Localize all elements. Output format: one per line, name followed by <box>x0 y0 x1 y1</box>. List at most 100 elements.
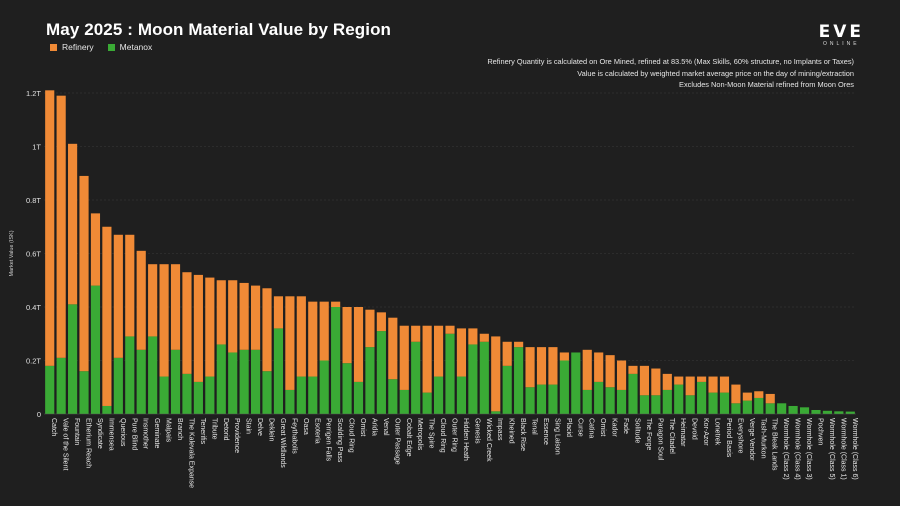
bar-metanox <box>754 397 764 414</box>
x-tick-label: Omist <box>359 418 366 436</box>
bar-metanox <box>697 381 707 414</box>
x-tick-label: Oasa <box>302 418 309 435</box>
bar-refinery <box>125 234 135 337</box>
note-value-calc: Value is calculated by weighted market a… <box>577 68 854 78</box>
bar-metanox <box>308 376 318 414</box>
y-tick-label: 0.2T <box>26 357 41 366</box>
bar-refinery <box>136 250 146 350</box>
bar-refinery <box>685 376 695 396</box>
bar-refinery <box>262 288 272 372</box>
bar-refinery <box>296 296 306 377</box>
bar-metanox <box>536 384 547 414</box>
x-tick-label: Insmother <box>142 418 149 450</box>
x-tick-label: Tash-Murkon <box>759 418 766 459</box>
bar-refinery <box>68 143 78 305</box>
bar-metanox <box>251 349 261 414</box>
x-tick-label: Esoteria <box>313 418 320 444</box>
bar-metanox <box>445 333 455 414</box>
x-tick-label: Etherium Reach <box>85 418 92 468</box>
x-tick-label: Scalding Pass <box>336 418 343 463</box>
bar-metanox <box>56 357 66 414</box>
bar-metanox <box>616 389 627 414</box>
x-tick-label: Detorid <box>222 418 229 441</box>
bar-metanox <box>45 365 55 414</box>
x-tick-label: Fountain <box>73 418 80 445</box>
x-tick-label: Paragon Soul <box>656 418 663 461</box>
logo-sub-text: ONLINE <box>822 41 860 47</box>
bar-metanox <box>742 400 752 414</box>
x-tick-label: Great Wildlands <box>279 418 286 468</box>
bar-metanox <box>433 376 444 414</box>
bar-metanox <box>353 381 364 414</box>
bar-metanox <box>159 376 169 414</box>
bar-refinery <box>353 307 364 382</box>
bar-refinery <box>559 352 569 361</box>
bar-refinery <box>422 325 432 393</box>
x-tick-label: Lonetrek <box>714 418 721 446</box>
bar-metanox <box>422 392 432 414</box>
x-tick-label: Genesis <box>473 418 480 444</box>
bar-refinery <box>708 376 718 393</box>
bar-metanox <box>834 411 844 414</box>
bar-metanox <box>296 376 306 414</box>
bar-refinery <box>45 90 55 366</box>
bar-metanox <box>456 376 467 414</box>
bar-refinery <box>765 393 775 404</box>
bar-refinery <box>56 95 66 358</box>
bar-refinery <box>365 309 375 348</box>
bar-refinery <box>433 325 444 377</box>
x-tick-label: Essence <box>542 418 549 445</box>
bar-metanox <box>193 381 203 414</box>
bar-metanox <box>525 387 535 414</box>
x-tick-label: Heimatar <box>679 418 686 447</box>
x-tick-label: Wormhole (Class 4) <box>794 418 801 480</box>
chart-notes: Refinery Quantity is calculated on Ore M… <box>487 56 854 91</box>
x-tick-label: Outer Ring <box>451 418 458 452</box>
bar-metanox <box>90 285 101 414</box>
x-tick-label: Deklein <box>268 418 275 441</box>
bar-refinery <box>731 384 741 404</box>
x-tick-label: Wicked Creek <box>485 418 492 462</box>
bar-metanox <box>605 387 615 414</box>
bar-metanox <box>582 389 592 414</box>
legend-item-metanox: Metanox <box>107 42 152 52</box>
bar-metanox <box>777 403 787 414</box>
bar-metanox <box>136 349 146 414</box>
x-tick-label: Cloud Ring <box>439 418 446 453</box>
bar-refinery <box>468 328 478 345</box>
x-tick-label: Providence <box>233 418 240 453</box>
x-tick-label: Kor-Azor <box>702 418 709 446</box>
bar-metanox <box>708 392 718 414</box>
x-tick-label: Hidden Heath <box>462 418 469 461</box>
x-tick-label: Devoid <box>691 418 698 440</box>
x-tick-label: Impass <box>496 418 503 441</box>
bar-metanox <box>571 352 581 414</box>
legend: Refinery Metanox <box>50 42 152 52</box>
bar-metanox <box>639 395 649 414</box>
bar-refinery <box>102 226 112 406</box>
x-tick-label: Outer Passage <box>393 418 400 465</box>
bar-metanox <box>662 389 672 414</box>
bar-metanox <box>331 307 341 414</box>
bar-refinery <box>639 365 649 396</box>
x-tick-label: Sing Laison <box>553 418 560 455</box>
chart-title: May 2025 : Moon Material Value by Region <box>46 20 392 39</box>
y-tick-label: 0 <box>37 410 41 419</box>
note-refinery-calc: Refinery Quantity is calculated on Ore M… <box>487 57 854 66</box>
bar-refinery <box>388 317 398 380</box>
bar-metanox <box>731 403 741 414</box>
x-tick-label: Wormhole (Class 6) <box>851 418 858 480</box>
bar-refinery <box>193 274 203 382</box>
x-tick-label: Wormhole (Class 2) <box>782 418 789 480</box>
bar-refinery <box>90 213 101 286</box>
bar-metanox <box>182 373 192 414</box>
bar-refinery <box>514 341 524 348</box>
legend-swatch-metanox <box>107 43 115 51</box>
x-tick-label: Malpais <box>165 418 172 443</box>
x-tick-label: Cloud Ring <box>348 418 355 453</box>
bar-refinery <box>662 373 672 390</box>
bar-refinery <box>170 264 181 350</box>
x-tick-label: The Kalevala Expanse <box>187 418 194 488</box>
bar-refinery <box>376 312 386 332</box>
